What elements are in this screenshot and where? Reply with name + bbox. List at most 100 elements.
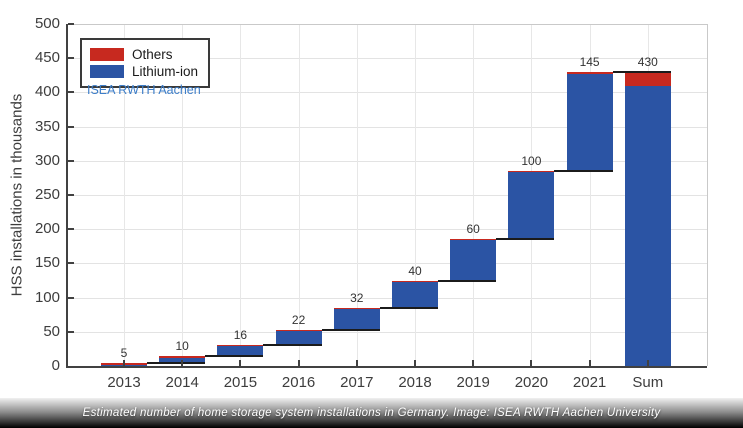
x-tick-mark <box>297 360 300 366</box>
v-gridline <box>298 24 300 366</box>
v-gridline <box>473 24 475 366</box>
y-tick-label: 50 <box>43 322 60 340</box>
v-gridline <box>356 24 358 366</box>
lithium-ion-segment <box>217 346 264 356</box>
waterfall-connector <box>496 238 555 241</box>
waterfall-connector <box>205 354 264 357</box>
others-segment <box>217 344 264 347</box>
lithium-ion-segment <box>508 172 555 240</box>
y-tick-label: 500 <box>34 15 60 32</box>
lithium-ion-color-swatch <box>90 65 124 78</box>
others-segment <box>624 71 671 86</box>
v-gridline <box>589 24 591 366</box>
y-tick-label: 400 <box>34 83 60 101</box>
bar-value-label: 60 <box>466 222 480 237</box>
y-tick-label: 250 <box>34 186 60 203</box>
y-tick-label: 350 <box>34 117 60 135</box>
bar-value-label: 16 <box>233 327 248 342</box>
h-gridline <box>68 160 707 162</box>
y-tick-mark <box>68 159 74 162</box>
h-gridline <box>68 229 707 231</box>
y-tick-label: 150 <box>34 254 60 272</box>
bar-2020 <box>508 171 555 240</box>
bar-value-label: 430 <box>637 54 658 69</box>
x-tick-mark <box>530 360 533 366</box>
lithium-ion-segment <box>275 331 322 345</box>
x-tick-mark <box>414 360 416 366</box>
h-gridline <box>68 126 707 128</box>
bar-2019 <box>450 239 497 281</box>
caption-bar: Estimated number of home storage system … <box>0 398 743 428</box>
others-segment <box>392 280 438 282</box>
x-tick-label: 2019 <box>456 374 490 391</box>
x-tick-label: 2021 <box>572 374 607 391</box>
x-tick-mark <box>472 360 475 366</box>
waterfall-connector <box>554 170 613 173</box>
x-tick-label: 2015 <box>223 374 258 391</box>
v-gridline <box>415 24 416 366</box>
bar-value-label: 22 <box>291 312 306 327</box>
waterfall-connector <box>612 70 671 73</box>
bar-2015 <box>217 344 264 356</box>
bar-2021 <box>566 71 613 172</box>
plot-box-right <box>707 24 708 366</box>
bar-2017 <box>333 307 380 330</box>
y-tick-label: 450 <box>34 49 60 67</box>
waterfall-connector <box>438 279 497 282</box>
waterfall-connector <box>321 328 380 331</box>
y-tick-mark <box>68 125 74 128</box>
h-gridline <box>68 331 707 333</box>
x-tick-mark <box>588 360 591 366</box>
x-tick-mark <box>123 360 125 366</box>
legend-item-others: Others <box>90 47 198 62</box>
others-segment <box>159 355 206 358</box>
bar-value-label: 40 <box>408 263 422 278</box>
y-tick-label: 300 <box>34 151 60 169</box>
y-tick-mark <box>68 194 74 196</box>
bar-value-label: 32 <box>350 290 364 305</box>
h-gridline <box>68 195 707 196</box>
lithium-ion-segment <box>333 309 380 330</box>
others-segment <box>333 307 380 310</box>
legend-label-lithium-ion: Lithium-ion <box>132 64 199 79</box>
others-color-swatch <box>90 48 124 61</box>
bar-value-label: 100 <box>521 154 542 169</box>
bar-value-label: 5 <box>120 345 128 360</box>
bar-2016 <box>275 329 322 345</box>
x-tick-label: 2016 <box>281 374 316 391</box>
others-segment <box>450 239 497 241</box>
x-tick-mark <box>239 360 242 366</box>
x-tick-mark <box>181 360 184 366</box>
y-tick-mark <box>68 91 74 94</box>
y-tick-mark <box>68 330 74 333</box>
x-tick-mark <box>646 360 649 366</box>
x-axis-line <box>66 366 707 368</box>
y-tick-label: 0 <box>51 357 60 374</box>
y-tick-mark <box>68 228 74 231</box>
legend-label-others: Others <box>132 47 173 62</box>
y-tick-mark <box>68 23 74 25</box>
caption-text: Estimated number of home storage system … <box>82 407 661 419</box>
others-segment <box>508 171 555 173</box>
x-tick-label: 2014 <box>165 374 199 391</box>
x-tick-label: 2017 <box>340 374 374 391</box>
y-tick-mark <box>68 57 74 60</box>
y-tick-label: 100 <box>34 288 60 306</box>
x-tick-label: 2020 <box>514 374 549 391</box>
source-annotation: ISEA RWTH Aachen <box>87 83 201 97</box>
lithium-ion-segment <box>392 281 438 308</box>
h-gridline <box>68 297 707 299</box>
y-tick-mark <box>68 262 74 265</box>
h-gridline <box>68 263 707 265</box>
x-tick-label: 2013 <box>107 374 141 391</box>
others-segment <box>275 329 322 332</box>
v-gridline <box>240 24 242 366</box>
plot-box-top <box>68 24 707 25</box>
lithium-ion-segment <box>566 73 613 172</box>
lithium-ion-segment <box>624 85 671 366</box>
y-tick-label: 200 <box>34 220 60 238</box>
x-tick-label: 2018 <box>398 374 432 391</box>
y-axis-line <box>66 24 68 368</box>
others-segment <box>566 71 613 74</box>
